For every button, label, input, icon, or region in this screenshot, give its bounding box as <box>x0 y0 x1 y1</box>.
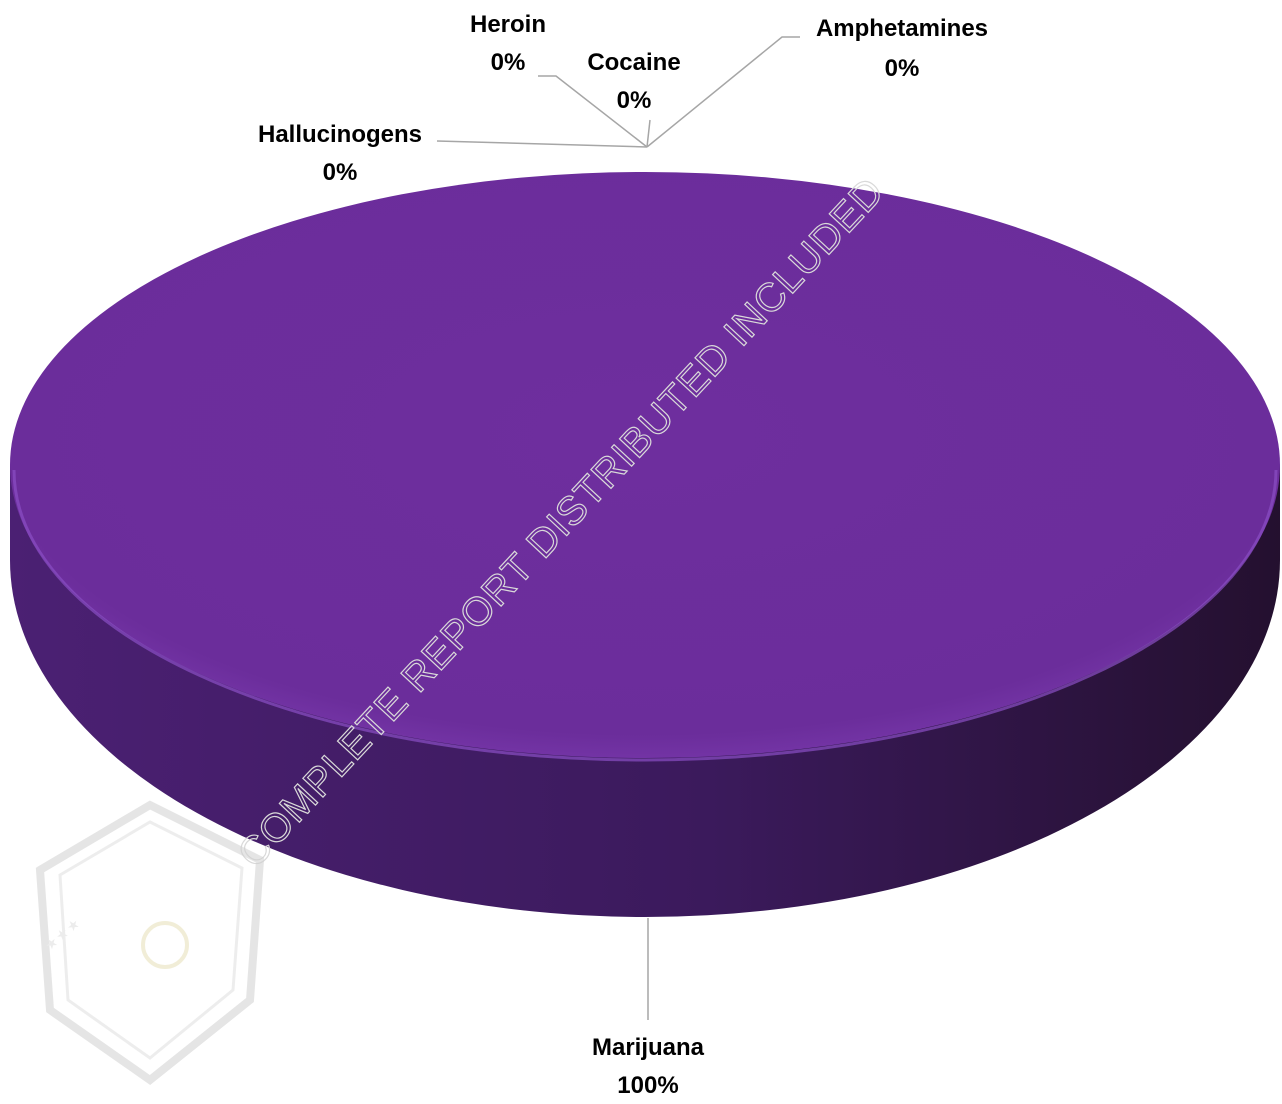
data-labels: Hallucinogens 0% Heroin 0% Cocaine 0% Am… <box>258 11 988 1099</box>
pie-slice-marijuana <box>10 172 1280 758</box>
label-name-amphetamines: Amphetamines <box>816 15 988 42</box>
label-value-hallucinogens: 0% <box>323 159 358 186</box>
leader-line-hallucinogens <box>436 140 648 148</box>
label-name-cocaine: Cocaine <box>587 49 680 76</box>
leader-line-amphetamines <box>646 36 800 148</box>
label-value-amphetamines: 0% <box>885 55 920 82</box>
leader-line-heroin <box>538 75 648 148</box>
label-value-heroin: 0% <box>491 49 526 76</box>
leader-line-cocaine <box>646 119 651 148</box>
label-name-marijuana: Marijuana <box>592 1034 705 1061</box>
pie-rim-highlight <box>12 469 1278 762</box>
leader-lines <box>436 36 800 1020</box>
compstat-seal-watermark: ★ ★ ★ <box>35 800 265 1085</box>
label-value-marijuana: 100% <box>617 1072 678 1099</box>
label-name-heroin: Heroin <box>470 11 546 38</box>
label-value-cocaine: 0% <box>617 87 652 114</box>
label-name-hallucinogens: Hallucinogens <box>258 121 422 148</box>
